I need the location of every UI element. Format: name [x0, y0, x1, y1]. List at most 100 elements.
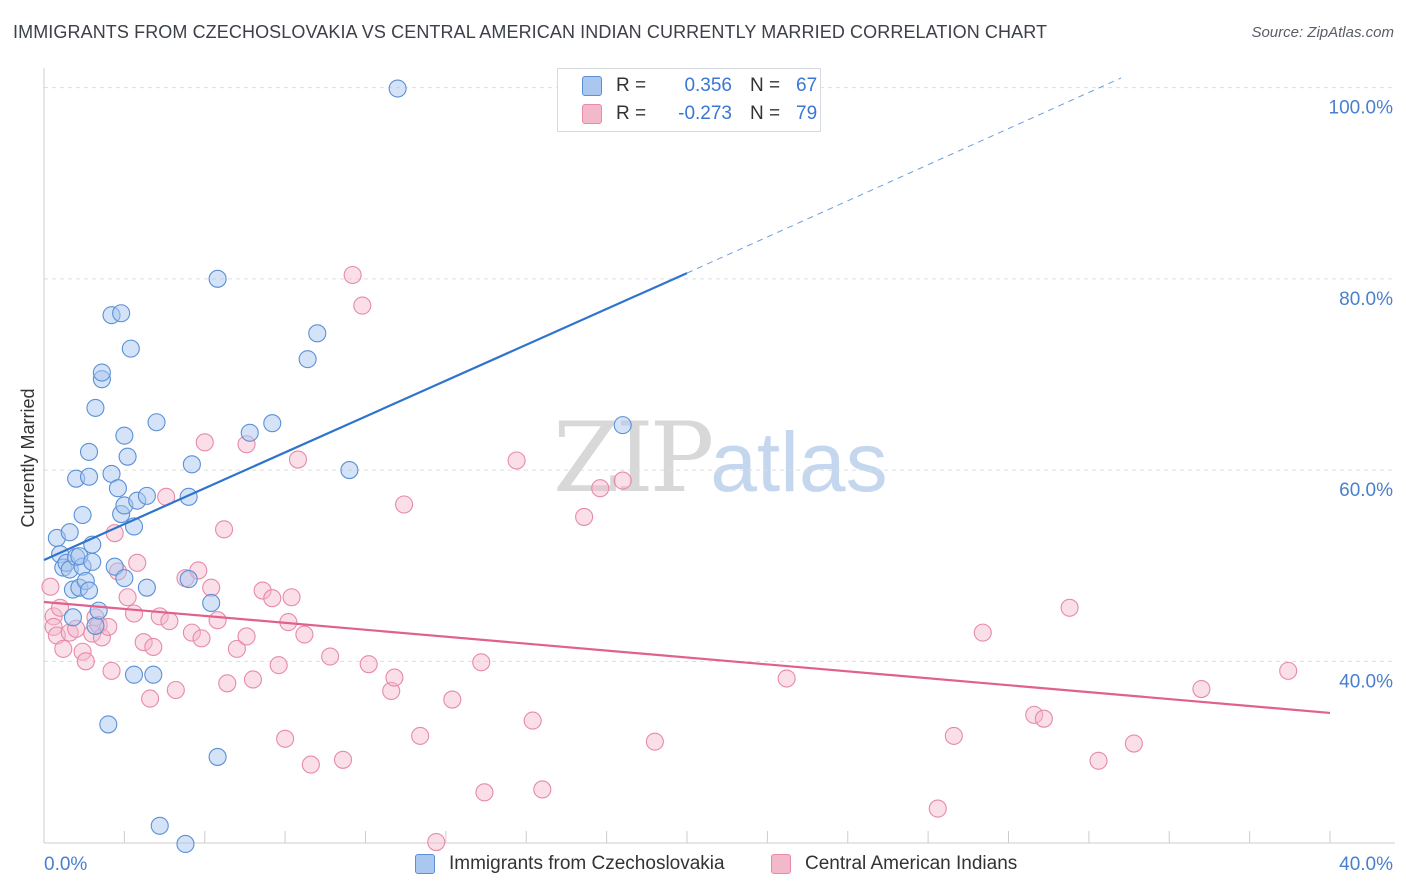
data-point-central-american-indians — [944, 726, 963, 745]
data-point-central-american-indians — [523, 711, 542, 730]
data-point-central-american-indians — [276, 729, 295, 748]
data-point-central-american-indians — [353, 296, 372, 315]
data-point-czechoslovakia — [89, 601, 108, 620]
data-point-central-american-indians — [385, 668, 404, 687]
czechoslovakia-points — [47, 79, 632, 854]
data-point-czechoslovakia — [176, 834, 195, 854]
data-point-czechoslovakia — [179, 570, 198, 589]
data-point-czechoslovakia — [92, 363, 111, 382]
trend-line-czechoslovakia — [43, 272, 688, 561]
data-point-czechoslovakia — [73, 505, 92, 525]
data-point-central-american-indians — [73, 642, 92, 661]
legend-n-label: N = — [750, 103, 781, 124]
y-tick-label: 40.0% — [1339, 671, 1393, 692]
data-point-czechoslovakia — [137, 578, 156, 597]
data-point-central-american-indians — [192, 629, 211, 648]
legend: R = 0.356 N = 67 R = -0.273 N = 79 — [557, 68, 821, 132]
data-point-czechoslovakia — [112, 304, 131, 323]
data-point-czechoslovakia — [144, 665, 163, 684]
x-tick-label: 0.0% — [44, 854, 87, 875]
data-point-czechoslovakia — [115, 569, 134, 588]
data-point-czechoslovakia — [137, 486, 156, 505]
legend-r-value: -0.273 — [678, 103, 732, 124]
data-point-central-american-indians — [253, 581, 272, 600]
y-tick-label: 100.0% — [1329, 98, 1394, 119]
data-point-central-american-indians — [76, 652, 95, 671]
data-point-central-american-indians — [301, 755, 320, 774]
data-point-czechoslovakia — [340, 461, 359, 480]
data-point-czechoslovakia — [202, 593, 221, 613]
data-point-central-american-indians — [1089, 751, 1108, 770]
data-point-czechoslovakia — [63, 608, 82, 627]
data-point-central-american-indians — [1025, 705, 1044, 724]
data-point-central-american-indians — [395, 495, 414, 514]
data-point-czechoslovakia — [388, 79, 407, 98]
data-point-central-american-indians — [263, 589, 282, 608]
data-point-central-american-indians — [227, 639, 246, 658]
bottom-legend-central-american-indians: Central American Indians — [771, 852, 1017, 876]
data-point-central-american-indians — [411, 726, 430, 745]
data-point-central-american-indians — [343, 265, 362, 285]
legend-swatch-pink — [582, 104, 602, 124]
legend-r-value: 0.356 — [684, 75, 732, 96]
data-point-czechoslovakia — [613, 416, 632, 435]
data-point-central-american-indians — [124, 604, 144, 623]
data-point-central-american-indians — [269, 656, 288, 675]
data-point-central-american-indians — [321, 647, 340, 666]
data-point-central-american-indians — [144, 637, 163, 657]
data-point-central-american-indians — [295, 625, 314, 644]
watermark: ZIPatlas — [553, 402, 888, 514]
bottom-legend-swatch-pink — [771, 854, 791, 874]
data-point-central-american-indians — [645, 732, 664, 751]
data-point-czechoslovakia — [208, 747, 227, 766]
data-point-central-american-indians — [243, 670, 263, 689]
data-point-czechoslovakia — [263, 414, 282, 433]
legend-n-label: N = — [750, 75, 781, 96]
data-point-czechoslovakia — [118, 447, 137, 466]
data-point-czechoslovakia — [99, 715, 118, 734]
trend-line-central-american-indians — [43, 600, 1331, 715]
data-point-czechoslovakia — [182, 455, 201, 474]
data-point-central-american-indians — [282, 588, 301, 607]
legend-n-value: 79 — [796, 103, 818, 124]
data-point-central-american-indians — [195, 433, 214, 452]
data-point-central-american-indians — [1192, 679, 1211, 699]
bottom-legend-label: Immigrants from Czechoslovakia — [449, 853, 725, 874]
data-point-czechoslovakia — [240, 423, 259, 442]
tick-labels: 40.0% 60.0% 80.0% 100.0% 0.0% 40.0% — [44, 98, 1393, 875]
data-point-central-american-indians — [1124, 734, 1143, 753]
data-point-central-american-indians — [427, 832, 446, 852]
x-tick-label: 40.0% — [1339, 854, 1393, 875]
data-point-czechoslovakia — [86, 616, 105, 635]
data-point-central-american-indians — [613, 471, 632, 490]
y-tick-label: 80.0% — [1339, 289, 1393, 310]
data-point-central-american-indians — [41, 577, 60, 596]
data-point-central-american-indians — [475, 783, 494, 802]
data-point-central-american-indians — [54, 639, 73, 658]
data-point-central-american-indians — [214, 520, 234, 539]
data-point-central-american-indians — [128, 553, 147, 572]
legend-r-label: R = — [616, 103, 647, 124]
y-tick-label: 60.0% — [1339, 480, 1393, 501]
data-point-czechoslovakia — [150, 816, 169, 835]
central-american-indians-points — [41, 265, 1298, 852]
watermark-zip: ZIP — [553, 402, 714, 514]
legend-n-value: 67 — [796, 75, 818, 96]
data-point-czechoslovakia — [208, 269, 227, 288]
data-point-central-american-indians — [382, 681, 401, 701]
data-point-czechoslovakia — [147, 413, 166, 432]
data-point-czechoslovakia — [60, 523, 79, 542]
data-point-central-american-indians — [777, 669, 796, 688]
data-point-central-american-indians — [218, 674, 237, 693]
data-point-czechoslovakia — [121, 339, 140, 358]
data-point-czechoslovakia — [124, 665, 144, 684]
source-label: Source: ZipAtlas.com — [1251, 24, 1394, 41]
axes — [43, 68, 1395, 844]
data-point-central-american-indians — [507, 451, 526, 470]
data-point-central-american-indians — [237, 627, 256, 646]
legend-row-czechoslovakia: R = 0.356 N = 67 — [558, 73, 817, 99]
watermark-atlas: atlas — [710, 415, 888, 509]
data-point-czechoslovakia — [298, 350, 317, 369]
bottom-legend-czechoslovakia: Immigrants from Czechoslovakia — [415, 852, 725, 876]
legend-row-central-american-indians: R = -0.273 N = 79 — [558, 101, 817, 127]
